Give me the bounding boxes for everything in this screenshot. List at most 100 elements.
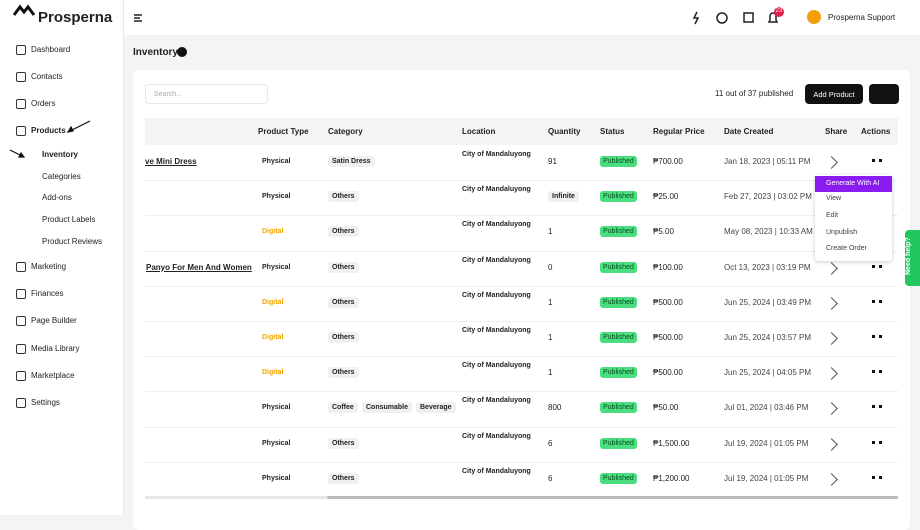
actions-button[interactable] bbox=[872, 370, 882, 373]
column-header[interactable]: Product Type bbox=[258, 127, 309, 136]
submenu-item[interactable]: Product Reviews bbox=[42, 237, 102, 246]
column-header[interactable]: Regular Price bbox=[653, 127, 705, 136]
nav-item[interactable]: Marketplace bbox=[31, 371, 75, 380]
quantity: Infinite bbox=[548, 191, 579, 202]
nav-icon bbox=[16, 45, 26, 55]
column-header[interactable]: Category bbox=[328, 127, 363, 136]
actions-button[interactable] bbox=[872, 335, 882, 338]
help-icon bbox=[177, 47, 187, 57]
nav-icon bbox=[16, 371, 26, 381]
date-created: Jul 19, 2024 | 01:05 PM bbox=[724, 474, 808, 483]
submenu-item[interactable]: Categories bbox=[42, 172, 81, 181]
menu-item[interactable]: Create Order bbox=[826, 245, 867, 252]
nav-item[interactable]: Contacts bbox=[31, 72, 63, 81]
category-tag: Others bbox=[328, 297, 359, 308]
product-name[interactable]: ve Mini Dress bbox=[145, 157, 197, 166]
column-header[interactable]: Date Created bbox=[724, 127, 773, 136]
price: ₱500.00 bbox=[653, 368, 683, 377]
product-type: Physical bbox=[262, 158, 290, 165]
nav-item[interactable]: Settings bbox=[31, 398, 60, 407]
badge-count: 23 bbox=[774, 8, 784, 14]
nav-item[interactable]: Orders bbox=[31, 99, 55, 108]
category-tag: Others bbox=[328, 191, 359, 202]
product-type: Physical bbox=[262, 193, 290, 200]
column-header[interactable]: Status bbox=[600, 127, 624, 136]
date-created: May 08, 2023 | 10:33 AM bbox=[724, 227, 813, 236]
category-tag: Consumable bbox=[362, 402, 412, 413]
menu-item[interactable]: View bbox=[826, 195, 841, 202]
date-created: Jun 25, 2024 | 03:57 PM bbox=[724, 333, 811, 342]
date-created: Jul 19, 2024 | 01:05 PM bbox=[724, 439, 808, 448]
location: City of Mandaluyong bbox=[462, 151, 531, 158]
search[interactable]: Search... bbox=[145, 84, 268, 104]
column-header[interactable]: Actions bbox=[861, 127, 890, 136]
row-divider bbox=[145, 462, 898, 463]
price: ₱50.00 bbox=[653, 403, 678, 412]
price: ₱5.00 bbox=[653, 227, 674, 236]
nav-icon bbox=[16, 72, 26, 82]
category-tag: Coffee bbox=[328, 402, 358, 413]
price: ₱500.00 bbox=[653, 333, 683, 342]
date-created: Oct 13, 2023 | 03:19 PM bbox=[724, 263, 811, 272]
product-type: Digital bbox=[262, 228, 283, 235]
actions-button[interactable] bbox=[872, 159, 882, 162]
nav-item[interactable]: Dashboard bbox=[31, 45, 70, 54]
actions-button[interactable] bbox=[872, 405, 882, 408]
avatar bbox=[807, 10, 821, 24]
date-created: Jul 01, 2024 | 03:46 PM bbox=[724, 403, 808, 412]
quantity: 800 bbox=[548, 403, 561, 412]
category-tag: Others bbox=[328, 438, 359, 449]
logo-icon bbox=[14, 7, 34, 15]
product-type: Physical bbox=[262, 404, 290, 411]
status-badge: Published bbox=[600, 438, 637, 449]
column-header[interactable]: Quantity bbox=[548, 127, 580, 136]
product-type: Digital bbox=[262, 334, 283, 341]
nav-item[interactable]: Media Library bbox=[31, 344, 79, 353]
published-count: 11 out of 37 published bbox=[715, 89, 793, 98]
location: City of Mandaluyong bbox=[462, 186, 531, 193]
status-badge: Published bbox=[600, 367, 637, 378]
row-divider bbox=[145, 180, 898, 181]
menu-item[interactable]: Unpublish bbox=[826, 229, 857, 236]
row-divider bbox=[145, 427, 898, 428]
nav-item[interactable]: Marketing bbox=[31, 262, 66, 271]
submenu-item[interactable]: Add-ons bbox=[42, 193, 72, 202]
category-tag: Others bbox=[328, 367, 359, 378]
column-header[interactable]: Share bbox=[825, 127, 847, 136]
nav-item[interactable]: Finances bbox=[31, 289, 63, 298]
status-badge: Published bbox=[600, 191, 637, 202]
nav-item[interactable]: Products bbox=[31, 126, 66, 135]
price: ₱700.00 bbox=[653, 157, 683, 166]
actions-button[interactable] bbox=[872, 300, 882, 303]
date-created: Jun 25, 2024 | 03:49 PM bbox=[724, 298, 811, 307]
location: City of Mandaluyong bbox=[462, 362, 531, 369]
user-name: Prosperna Support bbox=[828, 13, 895, 22]
actions-button[interactable] bbox=[872, 441, 882, 444]
help-tab[interactable]: Need help? bbox=[905, 230, 920, 286]
actions-button[interactable] bbox=[872, 476, 882, 479]
filter-button[interactable] bbox=[869, 84, 899, 104]
submenu-item[interactable]: Inventory bbox=[42, 150, 78, 159]
actions-button[interactable] bbox=[872, 265, 882, 268]
submenu-item[interactable]: Product Labels bbox=[42, 215, 95, 224]
nav-icon bbox=[16, 316, 26, 326]
price: ₱1,200.00 bbox=[653, 474, 689, 483]
menu-item[interactable]: Edit bbox=[826, 212, 838, 219]
menu-item[interactable]: Generate With AI bbox=[815, 176, 892, 192]
location: City of Mandaluyong bbox=[462, 468, 531, 475]
product-name[interactable]: Panyo For Men And Women bbox=[146, 263, 252, 272]
category-tag: Satin Dress bbox=[328, 156, 375, 167]
status-badge: Published bbox=[600, 226, 637, 237]
column-header[interactable]: Location bbox=[462, 127, 495, 136]
location: City of Mandaluyong bbox=[462, 292, 531, 299]
row-divider bbox=[145, 251, 898, 252]
status-badge: Published bbox=[600, 262, 637, 273]
nav-item[interactable]: Page Builder bbox=[31, 316, 77, 325]
price: ₱1,500.00 bbox=[653, 439, 689, 448]
product-type: Digital bbox=[262, 299, 283, 306]
date-created: Jan 18, 2023 | 05:11 PM bbox=[724, 157, 810, 166]
add-button[interactable]: Add Product bbox=[805, 84, 863, 104]
price: ₱100.00 bbox=[653, 263, 683, 272]
scroll-thumb[interactable] bbox=[327, 496, 898, 499]
quantity: 1 bbox=[548, 298, 552, 307]
